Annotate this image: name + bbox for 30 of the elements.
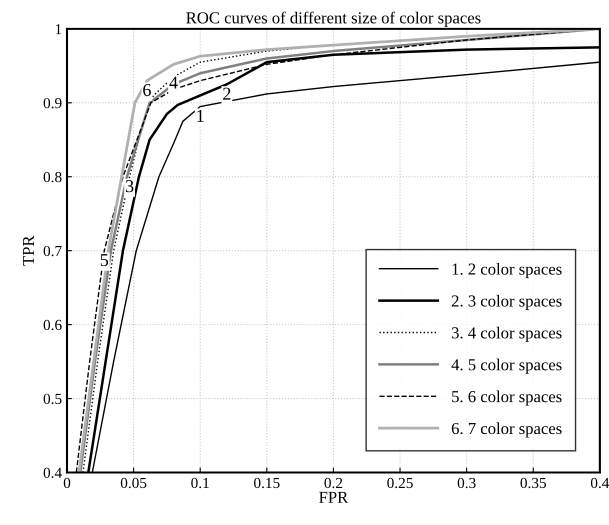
annotation: 3 [126,180,134,192]
legend-label: 5. 6 color spaces [452,390,562,406]
y-tick-label: 0.9 [44,98,62,108]
x-tick-label: 0.05 [120,478,146,488]
annotation: 6 [143,84,151,96]
x-axis-title: FPR [319,492,348,503]
legend-label: 2. 3 color spaces [452,294,562,310]
annotation: 5 [100,254,108,266]
x-tick-label: 0.4 [590,478,609,488]
x-tick-label: 0.15 [254,478,280,488]
y-tick-label: 0.5 [44,394,62,404]
chart-title: ROC curves of different size of color spaces [186,12,481,27]
y-tick-label: 0.8 [44,172,62,182]
x-tick-label: 0.25 [387,478,413,488]
y-tick-label: 0.6 [44,320,62,330]
annotation: 2 [223,88,230,100]
y-tick-label: 1 [56,24,62,34]
y-axis-title: TPR [23,235,34,266]
annotation: 1 [197,110,204,122]
legend-label: 3. 4 color spaces [452,326,562,342]
y-tick-label: 0.4 [44,468,62,478]
legend-label: 6. 7 color spaces [452,422,562,438]
x-tick-label: 0.35 [520,478,546,488]
x-tick-label: 0.3 [458,478,476,488]
legend-label: 4. 5 color spaces [451,358,562,374]
y-tick-label: 0.7 [44,246,62,256]
x-tick-label: 0.1 [191,478,209,488]
legend-label: 1. 2 color spaces [452,262,562,278]
x-tick-label: 0.2 [324,478,342,488]
x-tick-label: 0 [64,478,70,488]
